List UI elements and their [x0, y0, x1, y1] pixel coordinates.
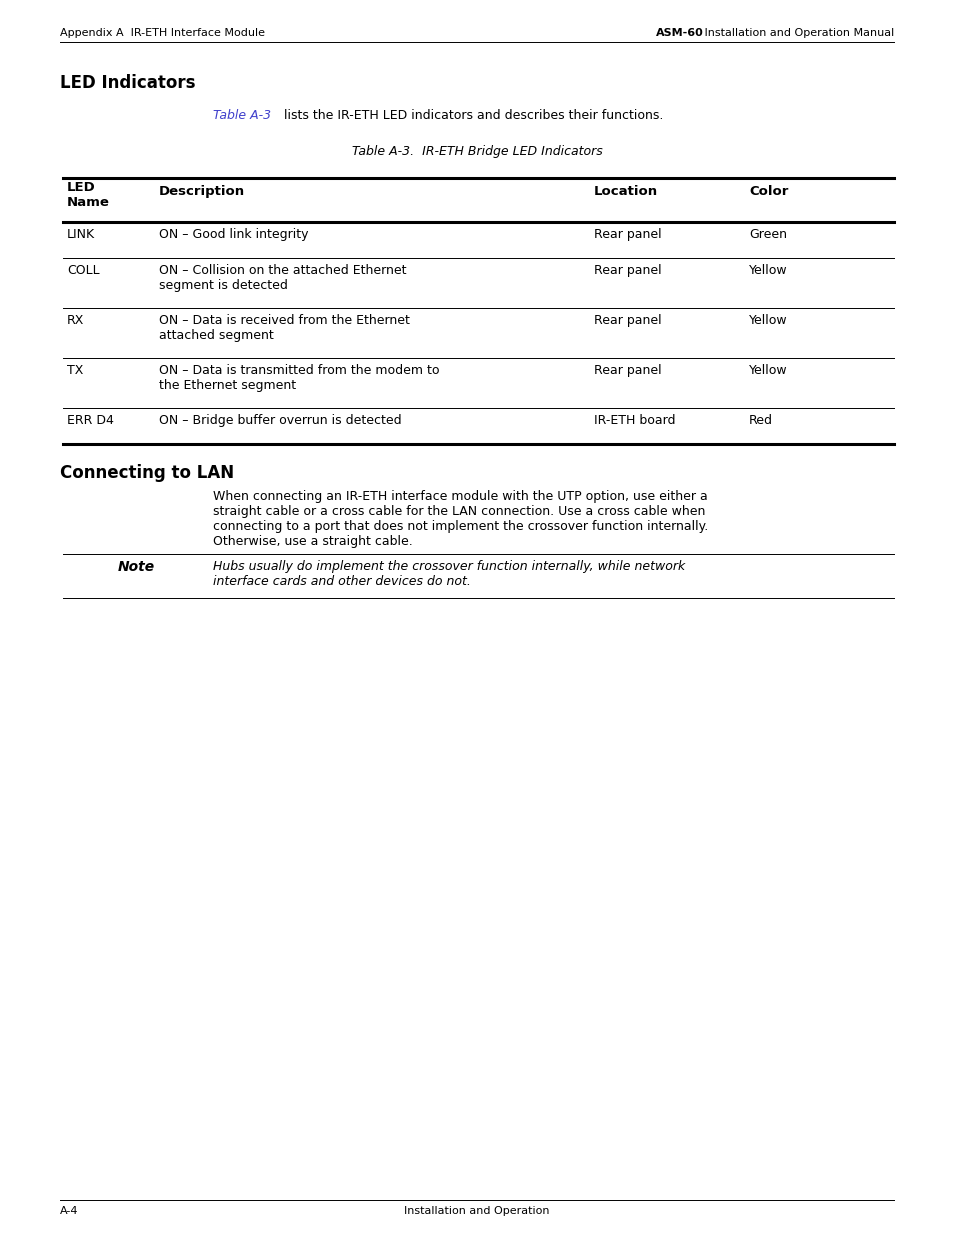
- Text: LED Indicators: LED Indicators: [60, 74, 195, 91]
- Text: Red: Red: [748, 414, 772, 427]
- Text: Note: Note: [118, 559, 154, 574]
- Text: Table A-3.  IR-ETH Bridge LED Indicators: Table A-3. IR-ETH Bridge LED Indicators: [352, 144, 601, 158]
- Text: LED
Name: LED Name: [67, 182, 110, 209]
- Text: Rear panel: Rear panel: [594, 364, 661, 377]
- Text: COLL: COLL: [67, 264, 99, 277]
- Text: Rear panel: Rear panel: [594, 264, 661, 277]
- Text: When connecting an IR-ETH interface module with the UTP option, use either a
str: When connecting an IR-ETH interface modu…: [213, 490, 707, 548]
- Text: Installation and Operation Manual: Installation and Operation Manual: [700, 28, 893, 38]
- Text: Description: Description: [159, 185, 245, 198]
- Text: Table A-3: Table A-3: [213, 109, 271, 122]
- Text: ASM-60: ASM-60: [656, 28, 703, 38]
- Text: Location: Location: [594, 185, 658, 198]
- Text: Yellow: Yellow: [748, 364, 787, 377]
- Text: A-4: A-4: [60, 1207, 78, 1216]
- Text: Rear panel: Rear panel: [594, 314, 661, 327]
- Text: IR-ETH board: IR-ETH board: [594, 414, 675, 427]
- Text: Rear panel: Rear panel: [594, 228, 661, 241]
- Text: ERR D4: ERR D4: [67, 414, 113, 427]
- Text: ON – Data is received from the Ethernet
attached segment: ON – Data is received from the Ethernet …: [159, 314, 410, 342]
- Text: RX: RX: [67, 314, 84, 327]
- Text: ON – Good link integrity: ON – Good link integrity: [159, 228, 308, 241]
- Text: TX: TX: [67, 364, 83, 377]
- Text: ON – Bridge buffer overrun is detected: ON – Bridge buffer overrun is detected: [159, 414, 401, 427]
- Text: lists the IR-ETH LED indicators and describes their functions.: lists the IR-ETH LED indicators and desc…: [280, 109, 662, 122]
- Text: LINK: LINK: [67, 228, 95, 241]
- Text: Yellow: Yellow: [748, 314, 787, 327]
- Text: ON – Data is transmitted from the modem to
the Ethernet segment: ON – Data is transmitted from the modem …: [159, 364, 439, 391]
- Text: Yellow: Yellow: [748, 264, 787, 277]
- Text: Hubs usually do implement the crossover function internally, while network
inter: Hubs usually do implement the crossover …: [213, 559, 684, 588]
- Text: ON – Collision on the attached Ethernet
segment is detected: ON – Collision on the attached Ethernet …: [159, 264, 406, 291]
- Text: Color: Color: [748, 185, 787, 198]
- Text: Installation and Operation: Installation and Operation: [404, 1207, 549, 1216]
- Text: Connecting to LAN: Connecting to LAN: [60, 464, 233, 482]
- Text: Green: Green: [748, 228, 786, 241]
- Text: Appendix A  IR-ETH Interface Module: Appendix A IR-ETH Interface Module: [60, 28, 265, 38]
